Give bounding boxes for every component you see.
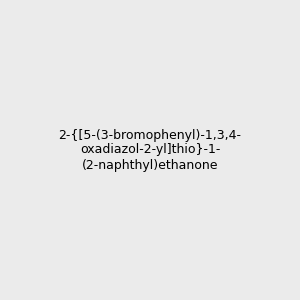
Text: 2-{[5-(3-bromophenyl)-1,3,4-
oxadiazol-2-yl]thio}-1-
(2-naphthyl)ethanone: 2-{[5-(3-bromophenyl)-1,3,4- oxadiazol-2… — [58, 128, 242, 172]
